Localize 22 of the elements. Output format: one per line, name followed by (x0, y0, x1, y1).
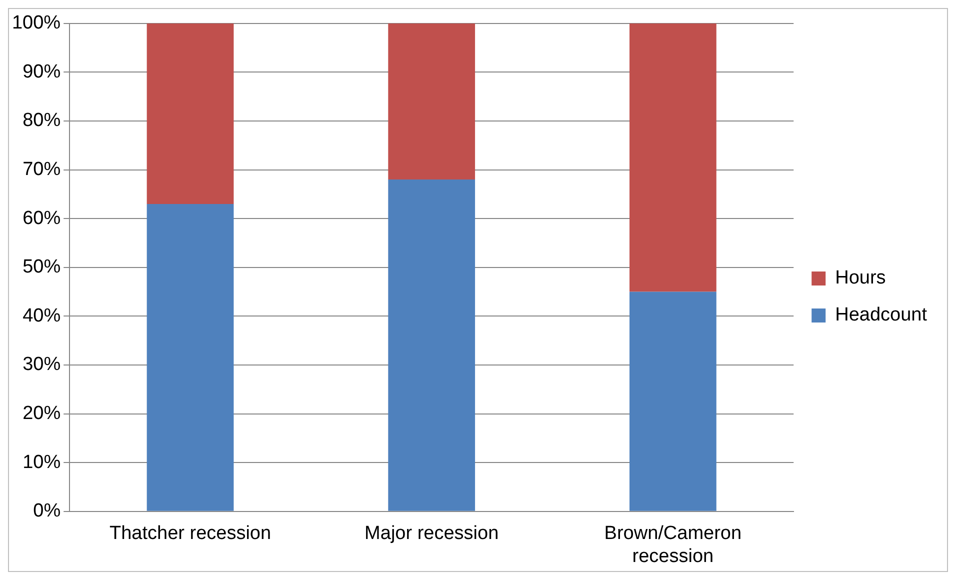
x-tick-label: Thatcher recession (109, 523, 272, 544)
y-tick-label: 70% (22, 159, 61, 180)
bar (146, 204, 234, 511)
bar (629, 292, 716, 511)
bar (388, 23, 476, 180)
x-tick-label: Major recession (364, 523, 499, 544)
x-tick-label: Brown/Cameron recession (604, 523, 742, 567)
y-tick-label: 60% (22, 208, 61, 229)
y-tick-label: 100% (12, 12, 61, 34)
legend-label: Headcount (835, 304, 928, 326)
y-tick-label: 10% (22, 452, 61, 473)
bar (629, 23, 716, 292)
legend-label: Hours (835, 268, 886, 289)
bar (146, 23, 234, 204)
y-tick-label: 0% (33, 500, 61, 522)
y-tick-label: 50% (22, 256, 61, 278)
y-tick-label: 20% (22, 403, 61, 424)
bar (388, 180, 476, 511)
y-tick-label: 90% (22, 61, 61, 82)
y-tick-label: 80% (22, 110, 61, 132)
y-tick-label: 40% (22, 305, 61, 326)
y-tick-label: 30% (22, 354, 61, 376)
